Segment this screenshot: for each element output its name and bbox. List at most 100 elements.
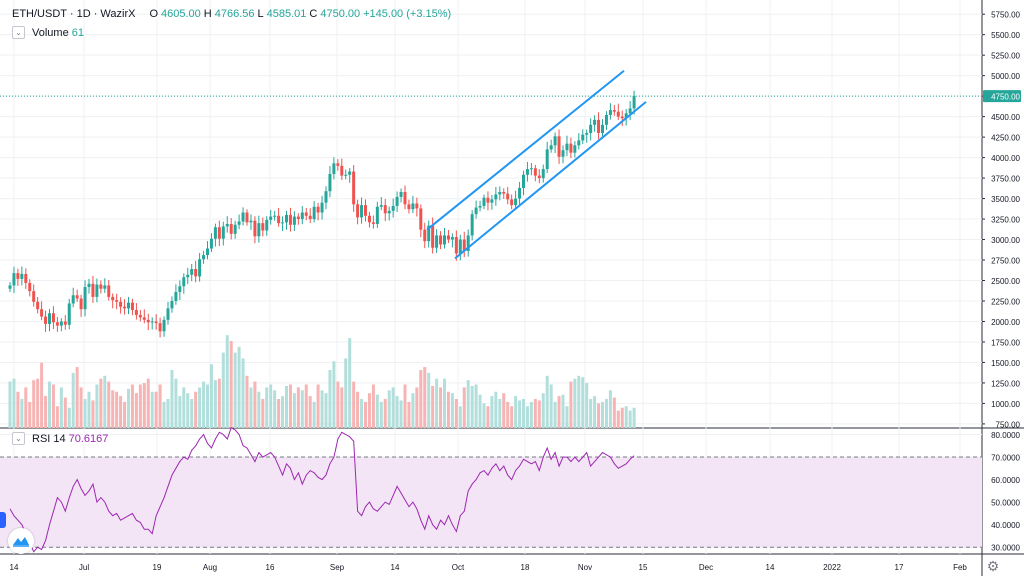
candle-body (612, 110, 616, 112)
candle-body (541, 169, 545, 179)
candle-body (312, 206, 316, 220)
volume-bar (304, 384, 308, 428)
volume-bar (127, 388, 130, 428)
time-tick-label: Feb (953, 563, 967, 572)
volume-bar (431, 385, 435, 428)
candle-body (419, 208, 423, 230)
candle-body (466, 235, 470, 252)
candle-body (245, 212, 249, 223)
volume-bar (138, 384, 142, 428)
chevron-down-icon[interactable]: ⌄ (12, 432, 25, 445)
candle-body (514, 198, 518, 206)
volume-bar (28, 401, 32, 428)
candle-body (127, 302, 130, 309)
volume-bar (462, 387, 466, 428)
time-tick-label: Dec (699, 563, 713, 572)
candle-body (620, 116, 624, 119)
gear-icon[interactable]: ⚙ (986, 558, 1000, 574)
candle-body (237, 221, 241, 225)
last-price-marker: 4750.00 (0, 90, 1021, 103)
price-tick-label: 750.00 (996, 420, 1021, 429)
candle-body (51, 313, 55, 323)
chevron-down-icon[interactable]: ⌄ (12, 26, 25, 39)
volume-bar (324, 393, 328, 428)
candle-body (454, 237, 458, 254)
volume-bar (360, 399, 364, 428)
candle-body (202, 255, 206, 260)
candle-body (624, 113, 628, 119)
rsi-line (9, 426, 635, 553)
candle-body (399, 192, 403, 197)
candle-body (119, 301, 123, 307)
candle-body (79, 298, 83, 310)
candle-body (209, 238, 213, 249)
price-tick-label: 3500.00 (991, 195, 1020, 204)
candle-body (249, 220, 253, 223)
price-tick-label: 4000.00 (991, 154, 1020, 163)
candle-body (581, 134, 585, 141)
volume-bar (585, 383, 589, 428)
candle-body (439, 235, 443, 245)
high-key: H (203, 8, 212, 20)
volume-bar (443, 378, 446, 428)
candle-body (407, 204, 411, 210)
candle-body (561, 150, 565, 157)
candle-body (241, 212, 245, 222)
rsi-label[interactable]: RSI 14 (32, 432, 66, 445)
volume-bar (320, 390, 324, 428)
candle-body (261, 223, 265, 231)
volume-bar (624, 406, 628, 428)
candle-body (253, 220, 257, 237)
candle-body (411, 203, 415, 210)
price-tick-label: 5250.00 (991, 52, 1020, 61)
volume-bar (245, 375, 249, 428)
candle-body (8, 285, 12, 289)
trend-channel[interactable] (426, 69, 647, 260)
candle-body (166, 308, 170, 320)
rsi-series-line (9, 426, 635, 553)
candle-body (20, 273, 24, 279)
candle-body (375, 206, 379, 224)
volume-bar (24, 387, 28, 428)
volume-bar (16, 391, 20, 428)
price-axis[interactable]: 750.00 1000.00 1250.00 1500.00 1750.00 2000.0… (982, 11, 1021, 553)
volume-bar (371, 384, 375, 428)
volume-bar (403, 384, 407, 428)
candle-body (285, 214, 288, 223)
symbol-title[interactable]: ETH/USDT · 1D · WazirX (12, 8, 136, 20)
volume-bar (12, 378, 16, 428)
side-toggle-tab[interactable] (0, 512, 6, 528)
volume-bar (525, 406, 529, 428)
low-value: 4585.01 (266, 8, 307, 20)
volume-label[interactable]: Volume (32, 26, 69, 39)
volume-bar (51, 384, 55, 428)
volume-bar (367, 393, 371, 428)
candle-body (158, 323, 162, 332)
volume-bar (150, 391, 154, 428)
candle-body (387, 210, 391, 214)
volume-bar (79, 387, 83, 428)
volume-bar (170, 370, 174, 428)
time-tick-label: 18 (521, 563, 530, 572)
candle-body (103, 285, 107, 289)
candle-body (32, 291, 36, 302)
volume-bar (352, 381, 356, 428)
volume-bar (198, 387, 202, 428)
volume-bar (466, 380, 470, 428)
volume-bar (32, 380, 36, 428)
candle-body (348, 171, 352, 175)
candle-body (217, 227, 221, 239)
candle-body (308, 215, 312, 220)
time-axis[interactable]: 14 Jul 19 Aug 16 Sep 14 Oct 18 Nov 15 Dec 14 2022 17 Fe… (10, 563, 968, 572)
candle-body (478, 205, 482, 208)
volume-bar (308, 396, 312, 428)
volume-bar (427, 372, 431, 428)
candle-body (130, 302, 134, 311)
tradingview-logo-icon[interactable] (8, 528, 34, 554)
volume-bar (502, 393, 506, 428)
candle-body (288, 214, 292, 225)
price-tick-label: 1500.00 (991, 359, 1020, 368)
volume-bar (454, 399, 458, 428)
candle-body (446, 235, 450, 240)
